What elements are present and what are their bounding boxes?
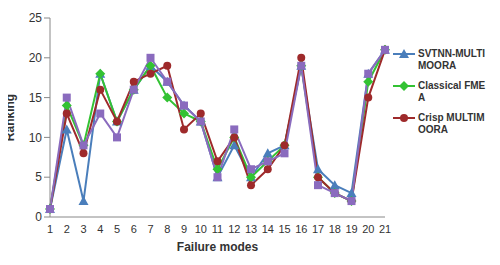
svg-text:10: 10 xyxy=(29,131,43,145)
svg-text:21: 21 xyxy=(379,223,391,235)
html-text:SVTNN-MULTIMOORA: SVTNN-MULTIMOORA xyxy=(418,48,485,71)
svg-text:1: 1 xyxy=(47,223,53,235)
svg-text:4: 4 xyxy=(97,223,103,235)
svg-text:20: 20 xyxy=(29,51,43,65)
svg-text:11: 11 xyxy=(212,223,223,235)
html-text:Classical FMEA: Classical FMEA xyxy=(418,80,486,103)
svg-text:20: 20 xyxy=(362,223,374,235)
html-text:Crisp MULTIMOORA: Crisp MULTIMOORA xyxy=(418,112,485,135)
svg-text:25: 25 xyxy=(29,11,43,25)
svg-text:17: 17 xyxy=(312,223,324,235)
svg-text:Ranking: Ranking xyxy=(8,94,17,141)
svg-text:12: 12 xyxy=(228,223,240,235)
svg-text:5: 5 xyxy=(114,223,120,235)
svg-text:13: 13 xyxy=(245,223,257,235)
svg-text:15: 15 xyxy=(278,223,290,235)
svg-text:0: 0 xyxy=(35,210,42,224)
svg-text:9: 9 xyxy=(181,223,187,235)
svg-text:10: 10 xyxy=(195,223,207,235)
svg-text:15: 15 xyxy=(29,91,43,105)
svg-text:14: 14 xyxy=(262,223,274,235)
svg-text:2: 2 xyxy=(64,223,70,235)
svg-text:5: 5 xyxy=(35,170,42,184)
svg-text:8: 8 xyxy=(164,223,170,235)
svg-text:Failure modes: Failure modes xyxy=(177,240,259,254)
svg-text:3: 3 xyxy=(80,223,86,235)
svg-text:16: 16 xyxy=(295,223,307,235)
svg-text:6: 6 xyxy=(131,223,137,235)
svg-text:18: 18 xyxy=(329,223,341,235)
svg-text:7: 7 xyxy=(147,223,153,235)
svg-text:19: 19 xyxy=(345,223,357,235)
